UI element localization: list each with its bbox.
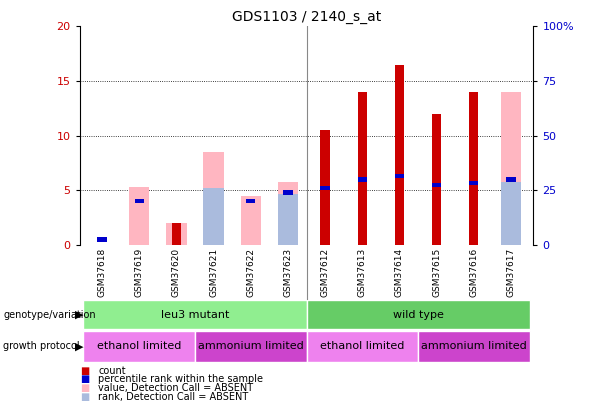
Bar xyxy=(204,152,224,245)
Bar xyxy=(357,92,367,245)
Text: growth protocol: growth protocol xyxy=(3,341,80,351)
Bar xyxy=(83,301,306,330)
Text: percentile rank within the sample: percentile rank within the sample xyxy=(98,375,263,384)
Text: GSM37616: GSM37616 xyxy=(470,248,478,297)
Bar xyxy=(306,331,418,362)
Bar xyxy=(418,331,530,362)
Bar xyxy=(506,177,516,181)
Bar xyxy=(195,331,306,362)
Text: rank, Detection Call = ABSENT: rank, Detection Call = ABSENT xyxy=(98,392,248,402)
Text: GSM37613: GSM37613 xyxy=(358,248,367,297)
Bar xyxy=(240,196,261,245)
Text: count: count xyxy=(98,366,126,375)
Bar xyxy=(469,181,479,185)
Text: ammonium limited: ammonium limited xyxy=(198,341,303,351)
Bar xyxy=(432,183,441,187)
Bar xyxy=(172,223,181,245)
Text: value, Detection Call = ABSENT: value, Detection Call = ABSENT xyxy=(98,384,253,393)
Text: GSM37623: GSM37623 xyxy=(283,248,292,297)
Text: GSM37620: GSM37620 xyxy=(172,248,181,297)
Bar xyxy=(129,187,150,245)
Bar xyxy=(395,64,404,245)
Text: ammonium limited: ammonium limited xyxy=(421,341,527,351)
Bar xyxy=(501,181,521,245)
Text: ▶: ▶ xyxy=(75,310,83,320)
Title: GDS1103 / 2140_s_at: GDS1103 / 2140_s_at xyxy=(232,10,381,24)
Text: GSM37614: GSM37614 xyxy=(395,248,404,297)
Bar xyxy=(283,190,292,195)
Text: ▶: ▶ xyxy=(75,341,83,351)
Bar xyxy=(83,331,195,362)
Text: GSM37619: GSM37619 xyxy=(135,248,143,297)
Bar xyxy=(306,301,530,330)
Bar xyxy=(204,188,224,245)
Text: GSM37622: GSM37622 xyxy=(246,248,255,297)
Text: GSM37621: GSM37621 xyxy=(209,248,218,297)
Text: ■: ■ xyxy=(80,375,89,384)
Text: genotype/variation: genotype/variation xyxy=(3,310,96,320)
Bar xyxy=(357,177,367,181)
Text: GSM37618: GSM37618 xyxy=(97,248,107,297)
Bar xyxy=(97,237,107,242)
Text: GSM37612: GSM37612 xyxy=(321,248,330,297)
Text: ■: ■ xyxy=(80,366,89,375)
Text: ■: ■ xyxy=(80,384,89,393)
Bar xyxy=(166,223,186,245)
Bar xyxy=(134,199,144,203)
Text: wild type: wild type xyxy=(392,310,443,320)
Bar xyxy=(395,174,404,178)
Bar xyxy=(501,92,521,245)
Bar xyxy=(246,199,256,203)
Text: ethanol limited: ethanol limited xyxy=(320,341,405,351)
Bar xyxy=(469,92,479,245)
Bar xyxy=(278,194,298,245)
Bar xyxy=(432,114,441,245)
Text: ethanol limited: ethanol limited xyxy=(97,341,181,351)
Bar xyxy=(321,130,330,245)
Text: ■: ■ xyxy=(80,392,89,402)
Bar xyxy=(321,186,330,190)
Text: GSM37615: GSM37615 xyxy=(432,248,441,297)
Bar xyxy=(278,181,298,245)
Text: GSM37617: GSM37617 xyxy=(506,248,516,297)
Text: leu3 mutant: leu3 mutant xyxy=(161,310,229,320)
